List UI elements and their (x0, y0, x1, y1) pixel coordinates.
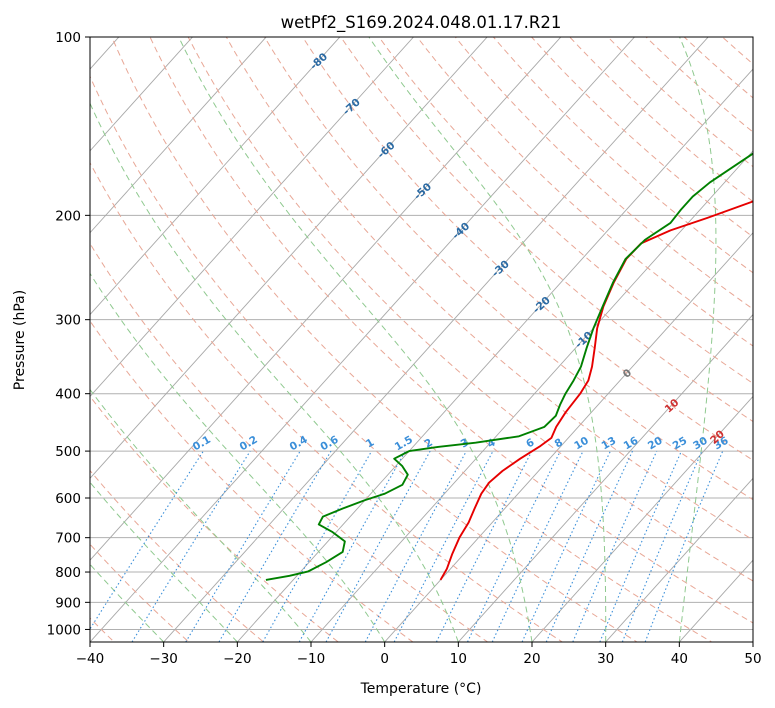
chart-title: wetPf2_S169.2024.048.01.17.R21 (281, 13, 562, 33)
dry-adiabat-line (90, 242, 489, 642)
isotherm-gridline (90, 37, 341, 316)
dry-adiabat-line (111, 37, 713, 642)
temperature-profile-line (439, 200, 753, 581)
moist-adiabat-line (678, 37, 717, 642)
dry-adiabat-line (90, 161, 564, 642)
mixing-ratio-line (435, 450, 533, 642)
x-axis-label: Temperature (°C) (360, 681, 482, 697)
isotherm-gridline (90, 37, 415, 398)
x-tick-label: −40 (76, 651, 105, 667)
dry-adiabat-line (90, 75, 638, 642)
isotherm-gridline (605, 477, 753, 642)
x-tick-label: −20 (223, 651, 252, 667)
mixing-ratio-line (131, 450, 251, 642)
dry-adiabat-line (263, 37, 753, 501)
isotherm-gridline (90, 37, 636, 642)
moist-adiabat-line (90, 272, 386, 642)
isotherm-gridline (90, 37, 488, 479)
x-tick-label: −30 (149, 651, 178, 667)
moist-adiabat-line (178, 37, 533, 642)
y-tick-label: 600 (55, 491, 81, 507)
mixing-ratio-line (572, 450, 658, 642)
y-tick-label: 300 (55, 313, 81, 329)
moist-adiabat-line (368, 37, 607, 642)
dry-adiabat-line (454, 37, 753, 310)
isotherm-gridline (384, 232, 753, 642)
moist-adiabat-line (90, 481, 238, 642)
mixing-ratio-line (325, 450, 431, 642)
y-tick-label: 500 (55, 444, 81, 460)
isotherm-gridline (531, 395, 753, 642)
x-tick-label: −10 (297, 651, 326, 667)
isotherm-gridline (90, 37, 562, 561)
mixing-ratio-line (90, 450, 204, 630)
dry-adiabat-line (416, 37, 753, 347)
dry-adiabat-line (225, 37, 753, 541)
plot-frame (89, 36, 754, 643)
x-tick-label: 0 (380, 651, 389, 667)
x-tick-label: 30 (597, 651, 614, 667)
mixing-ratio-line (545, 450, 634, 642)
isotherm-gridline (163, 37, 709, 642)
y-tick-label: 1000 (47, 622, 81, 638)
moist-adiabat-line (90, 388, 312, 642)
mixing-ratio-line (621, 450, 703, 642)
dry-adiabat-line (187, 37, 753, 582)
y-tick-label: 100 (55, 30, 81, 46)
x-tick-label: 20 (523, 651, 540, 667)
moist-adiabat-line (90, 102, 459, 642)
x-tick-label: 10 (450, 651, 467, 667)
dry-adiabat-line (90, 543, 190, 642)
x-tick-label: 50 (744, 651, 761, 667)
y-tick-label: 800 (55, 565, 81, 581)
axes: −40 −30 −20 −10 0 10 20 30 40 50 100 200 300 400 500 60… (47, 30, 762, 667)
mixing-ratio-line (364, 450, 467, 642)
y-axis-label: Pressure (hPa) (12, 290, 28, 390)
dry-adiabat-line (149, 37, 753, 624)
x-tick-label: 40 (671, 651, 688, 667)
mixing-ratio-line (599, 450, 682, 642)
dewpoint-profile-line (265, 152, 753, 581)
isotherm-gridline (457, 313, 753, 642)
isotherm-gridline (236, 68, 753, 642)
dry-adiabat-line (302, 37, 753, 461)
plot-area: 0.10.20.40.611.52346810131620253036-100-… (90, 37, 753, 642)
mixing-ratio-line (644, 450, 724, 642)
isotherm-gridline (310, 150, 753, 642)
y-tick-label: 400 (55, 387, 81, 403)
y-tick-label: 700 (55, 531, 81, 547)
dry-adiabat-line (90, 320, 414, 642)
y-tick-label: 900 (55, 595, 81, 611)
y-tick-label: 200 (55, 208, 81, 224)
